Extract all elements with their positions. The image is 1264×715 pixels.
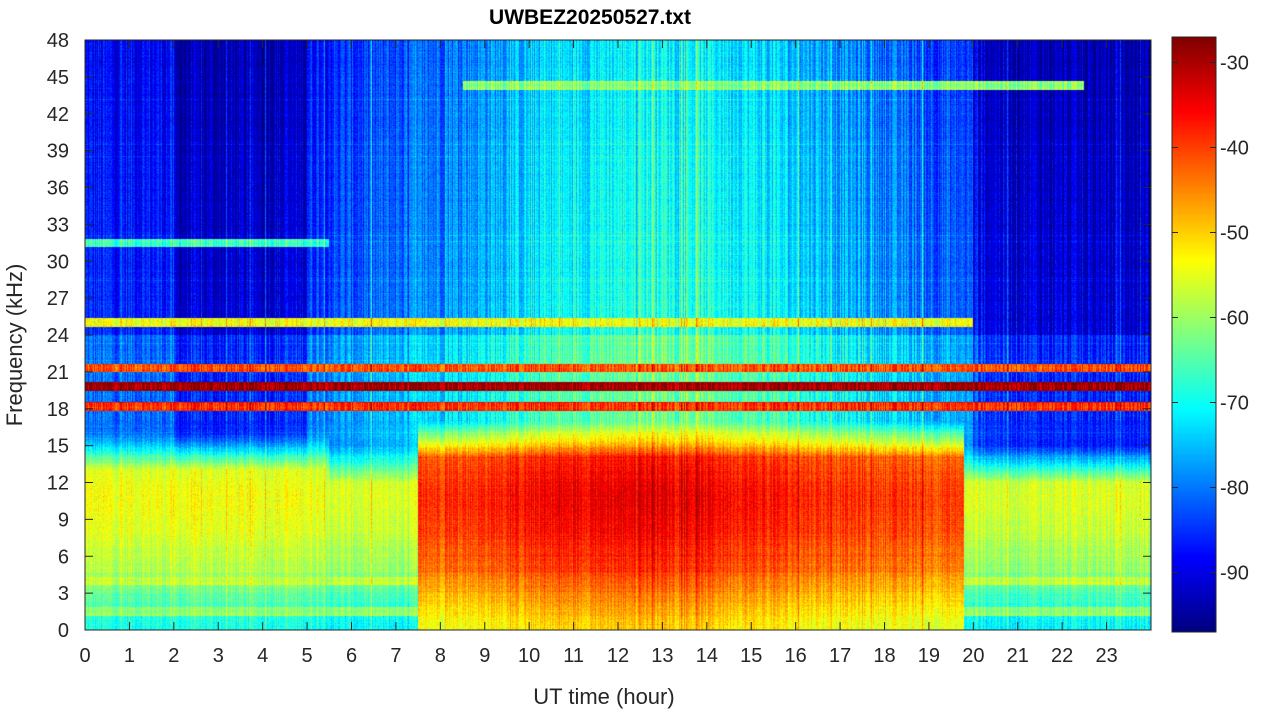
colorbar-tick-label: -80 (1220, 478, 1249, 500)
x-tick-label: 3 (213, 645, 224, 667)
y-tick-label: 39 (47, 141, 69, 163)
colorbar: -30 -40 -50 -60 -70 -80 -90 (1171, 36, 1249, 633)
colorbar-frame (1171, 36, 1217, 633)
colorbar-tick-label: -90 (1220, 563, 1249, 585)
y-tick-label: 42 (47, 104, 69, 126)
colorbar-tick-label: -50 (1220, 223, 1249, 245)
y-tick-label: 24 (47, 325, 69, 347)
y-tick-label: 0 (58, 620, 69, 642)
y-tick-label: 45 (47, 67, 69, 89)
y-tick-label: 30 (47, 251, 69, 273)
colorbar-tick-label: -70 (1220, 393, 1249, 415)
x-tick-label: 16 (785, 645, 807, 667)
x-tick-label: 10 (518, 645, 540, 667)
colorbar-foreign (1172, 37, 1216, 632)
x-tick-label: 8 (435, 645, 446, 667)
x-tick-label: 12 (607, 645, 629, 667)
x-tick-label: 7 (390, 645, 401, 667)
x-tick-label: 21 (1007, 645, 1029, 667)
x-tick-label: 13 (651, 645, 673, 667)
x-tick-label: 4 (257, 645, 268, 667)
colorbar-tick-label: -30 (1220, 53, 1249, 75)
x-tick-label: 19 (918, 645, 940, 667)
y-tick-label: 36 (47, 178, 69, 200)
x-tick-label: 18 (873, 645, 895, 667)
x-tick-label: 5 (302, 645, 313, 667)
colorbar-tick-label: -60 (1220, 308, 1249, 330)
x-tick-label: 14 (696, 645, 718, 667)
x-tick-label: 15 (740, 645, 762, 667)
chart-title: UWBEZ20250527.txt (489, 6, 691, 29)
y-tick-label: 48 (47, 30, 69, 52)
x-tick-label: 1 (124, 645, 135, 667)
y-tick-label: 12 (47, 473, 69, 495)
x-tick-label: 23 (1095, 645, 1117, 667)
y-tick-label: 15 (47, 436, 69, 458)
heatmap-canvas (85, 40, 1151, 630)
x-tick-label: 9 (479, 645, 490, 667)
heatmap-foreign (85, 40, 1151, 630)
colorbar-ticks: -30 -40 -50 -60 -70 -80 -90 (1172, 53, 1249, 585)
x-tick-label: 2 (168, 645, 179, 667)
y-tick-label: 21 (47, 362, 69, 384)
y-tick-label: 3 (58, 583, 69, 605)
y-tick-label: 33 (47, 214, 69, 236)
x-axis-label: UT time (hour) (533, 684, 674, 709)
colorbar-tick-label: -40 (1220, 138, 1249, 160)
y-tick-label: 18 (47, 399, 69, 421)
x-tick-label: 11 (563, 645, 584, 667)
y-axis-label: Frequency (kHz) (2, 264, 27, 427)
y-tick-label: 9 (58, 509, 69, 531)
x-tick-label: 22 (1051, 645, 1073, 667)
y-tick-label: 27 (47, 288, 69, 310)
plot-area (84, 39, 1152, 631)
x-tick-label: 0 (79, 645, 90, 667)
x-axis: 0 1 2 3 4 5 6 7 8 9 10 11 12 13 14 15 16 17 18 19 20 21 22 23 (79, 40, 1118, 667)
colorbar-canvas (1172, 37, 1216, 632)
x-tick-label: 17 (829, 645, 851, 667)
x-tick-label: 20 (962, 645, 984, 667)
y-tick-label: 6 (58, 546, 69, 568)
x-tick-label: 6 (346, 645, 357, 667)
